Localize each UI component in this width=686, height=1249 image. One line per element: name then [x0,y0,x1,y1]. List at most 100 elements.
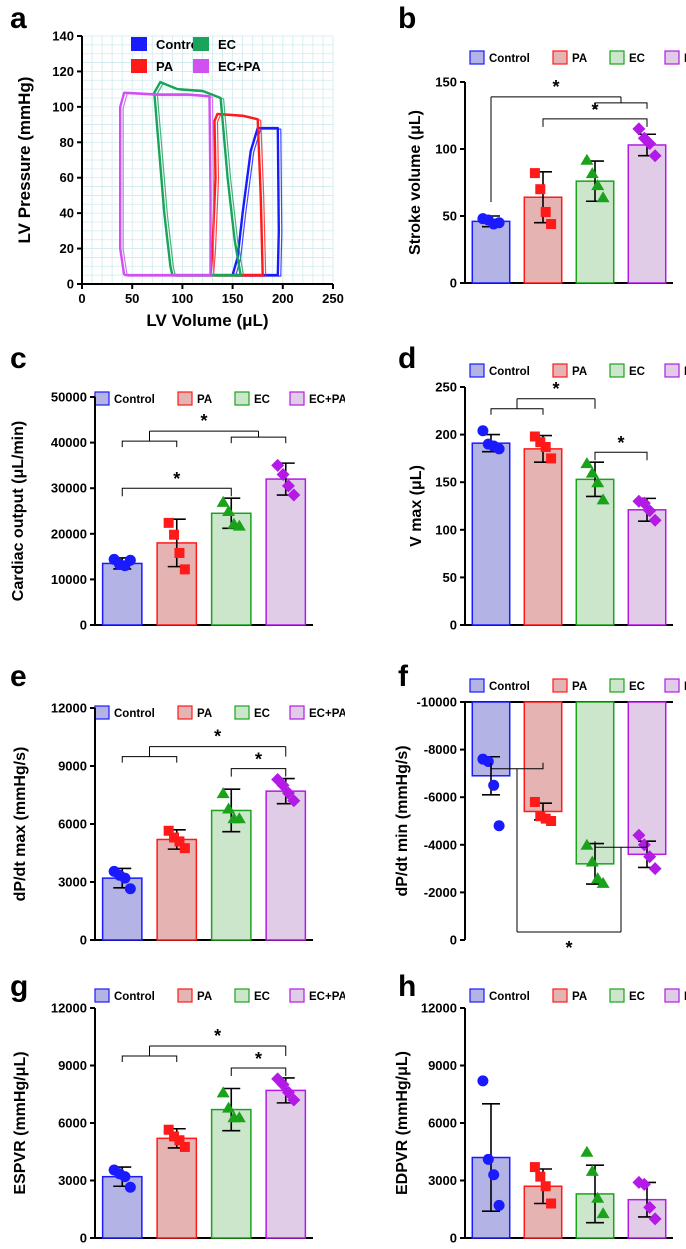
pv-loop-trace [122,93,215,277]
significance-bracket [230,1067,287,1076]
data-point [482,1153,494,1165]
y-axis-label: ESPVR (mmHg/μL) [12,1051,29,1194]
pv-loop-trace [235,128,283,277]
legend-swatch-pa [552,988,568,1003]
data-point [232,812,246,824]
significance-bracket [230,768,287,777]
panel-letter-h: h [398,970,417,1003]
x-tick-label: 100 [172,291,194,306]
data-point [585,167,599,179]
data-point [643,137,657,151]
legend-swatch-control [469,678,485,693]
significance-bracket [121,487,232,497]
y-tick-label: 10000 [51,572,87,587]
legend-swatch-pa [177,988,193,1003]
data-point [632,494,646,508]
legend-label-ec-pa: EC+PA [309,394,345,406]
pv-loop-ec [153,80,242,277]
significance-star: * [214,727,221,747]
data-point [643,1200,657,1214]
data-point [535,811,546,822]
data-point [488,779,500,791]
data-point [546,219,557,230]
legend-label-pa: PA [572,53,587,65]
y-tick-label: 100 [52,99,74,114]
legend-label-control: Control [114,708,155,720]
data-point [529,431,540,442]
legend-label-ec-pa: EC+PA [684,366,686,378]
data-point [580,153,594,165]
data-point [580,838,594,850]
data-point [216,787,230,799]
data-point [648,149,662,163]
pv-loop-chart: 0 20 40 60 80 100 120 140 0 50 100 150 200 250 LV Volu… [15,29,344,331]
bar-ec-pa [265,478,307,626]
legend-label-pa: PA [572,366,587,378]
data-point [119,872,131,884]
legend-swatch-control [469,363,485,378]
legend-label-control: Control [489,681,530,693]
legend-swatch-pa [177,705,193,720]
data-point [546,816,557,826]
bar-ec [575,701,615,865]
x-tick-label: 250 [322,291,344,306]
legend-label-ec: EC [254,708,270,720]
y-axis-label: V max (μL) [408,465,425,547]
data-point [169,832,180,843]
x-tick-label: 150 [222,291,244,306]
data-point [169,1131,180,1142]
y-tick-label: 50 [443,209,457,224]
y-tick-label: 6000 [428,1116,457,1131]
legend-label-ec: EC [629,53,645,65]
y-tick-label: 60 [60,170,74,185]
data-point [222,1101,236,1113]
y-tick-label: 12000 [51,701,87,716]
v-max-chart: Control PA EC EC+PA 0 50 100 150 200 250 V max (μL… [408,363,686,633]
y-axis-label: EDPVR (mmHg/μL) [394,1051,411,1195]
significance-star: * [214,1026,221,1046]
y-tick-label: 9000 [58,759,87,774]
y-tick-label: 3000 [428,1173,457,1188]
legend-swatch-ec-pa [289,391,305,406]
y-tick-label: 3000 [58,875,87,890]
y-tick-label: 0 [67,277,74,292]
significance-star: * [552,379,559,399]
data-point [276,1078,290,1092]
data-point [648,1212,662,1226]
legend-label-control: Control [156,37,202,52]
pv-loop-ec-pa [118,91,212,277]
legend-label-pa: PA [197,991,212,1003]
significance-bracket [121,430,287,448]
data-point [632,828,646,842]
data-point [585,855,599,867]
data-point [546,453,557,464]
y-tick-label: 0 [450,1231,457,1246]
data-point [648,862,662,876]
y-tick-label: 12000 [51,1001,87,1016]
y-axis-label: Cardiac output (μL/min) [10,421,27,601]
data-point [493,443,505,455]
data-point [540,1181,551,1192]
legend-label-pa: PA [156,59,174,74]
legend-swatch-ec-pa [289,988,305,1003]
data-point [585,466,599,478]
data-point [179,1141,190,1152]
data-point [179,564,190,575]
dpdt-max-chart: Control PA EC EC+PA 0 3000 6000 9000 12000 dP/dt … [12,701,345,948]
data-point [276,778,290,792]
legend-label-ec-pa: EC+PA [684,53,686,65]
bar-pa [523,448,563,626]
data-point [596,1207,610,1219]
y-axis-label: dP/dt max (mmHg/s) [12,747,29,902]
data-point [124,883,136,895]
data-point [540,441,551,452]
y-tick-label: 6000 [58,817,87,832]
legend-swatch-ec-pa [664,50,680,65]
y-tick-label: 0 [450,276,457,291]
data-point [163,517,174,528]
data-point [637,1177,651,1191]
legend-swatch-ec [234,988,250,1003]
bar-ec-pa [627,509,667,626]
y-axis-label: dP/dt min (mmHg/s) [394,745,411,896]
bar-pa [156,1137,198,1239]
